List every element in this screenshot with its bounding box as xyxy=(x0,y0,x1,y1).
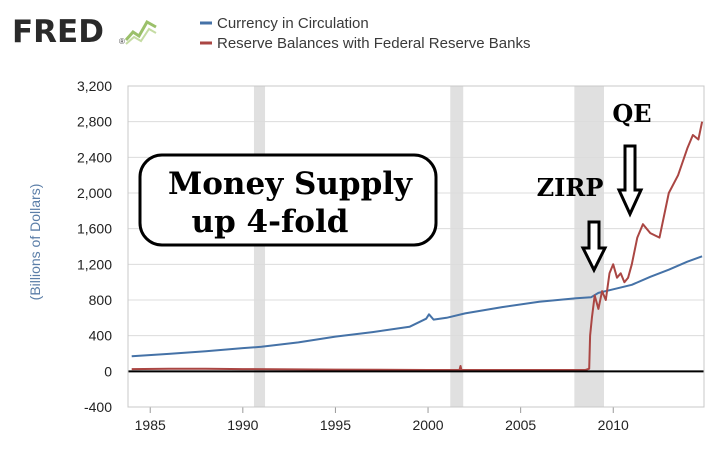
y-tick-label: 0 xyxy=(104,363,112,379)
qe-label: QE xyxy=(612,99,651,128)
fred-chart-icon xyxy=(124,19,157,45)
series-lines xyxy=(131,121,704,371)
x-tick-label: 1995 xyxy=(320,417,351,433)
annotation-title: Money Supply xyxy=(168,166,413,202)
legend-label-reserves: Reserve Balances with Federal Reserve Ba… xyxy=(217,35,530,52)
qe-arrow-icon xyxy=(616,144,644,218)
x-tick-label: 2010 xyxy=(598,417,629,433)
y-tick-label: 1,200 xyxy=(77,256,112,272)
y-tick-label: 3,200 xyxy=(77,78,112,94)
zirp-annotation: ZIRP xyxy=(537,173,608,274)
x-tick-label: 1990 xyxy=(227,417,258,433)
money-supply-annotation: Money Supply up 4-fold xyxy=(138,153,438,247)
y-tick-label: 800 xyxy=(89,292,113,308)
zirp-label: ZIRP xyxy=(537,173,604,202)
y-tick-label: 400 xyxy=(89,328,113,344)
plot-border xyxy=(127,85,705,408)
qe-annotation: QE xyxy=(612,99,652,218)
x-tick-label: 2000 xyxy=(412,417,443,433)
legend-item-reserves: Reserve Balances with Federal Reserve Ba… xyxy=(200,35,530,52)
y-tick-label: 1,600 xyxy=(77,221,112,237)
registered-mark: ® xyxy=(119,37,125,46)
series-line-reserves xyxy=(131,121,704,371)
x-tick-label: 2005 xyxy=(505,417,536,433)
y-tick-label: 2,800 xyxy=(77,114,112,130)
y-axis-label: (Billions of Dollars) xyxy=(27,184,43,301)
y-axis-ticks: -400 0 400 800 1,200 1,600 2,000 2,400 2,800 3,20… xyxy=(77,78,112,415)
zirp-arrow-icon xyxy=(580,220,608,274)
legend: Currency in Circulation Reserve Balances… xyxy=(200,15,530,52)
fred-logo-text: FRED xyxy=(12,14,104,50)
fred-logo: FRED ® xyxy=(12,14,157,50)
annotation-subtitle: up 4-fold xyxy=(192,204,349,240)
y-tick-label: -400 xyxy=(84,399,112,415)
x-axis-ticks: 1985 1990 1995 2000 2005 2010 xyxy=(135,407,629,433)
y-tick-label: 2,000 xyxy=(77,185,112,201)
recession-band xyxy=(450,86,464,407)
legend-label-currency: Currency in Circulation xyxy=(217,15,369,32)
series-line-currency xyxy=(131,255,703,358)
y-tick-label: 2,400 xyxy=(77,149,112,165)
annotation-box xyxy=(138,153,438,247)
legend-item-currency: Currency in Circulation xyxy=(200,15,369,32)
x-tick-label: 1985 xyxy=(135,417,166,433)
